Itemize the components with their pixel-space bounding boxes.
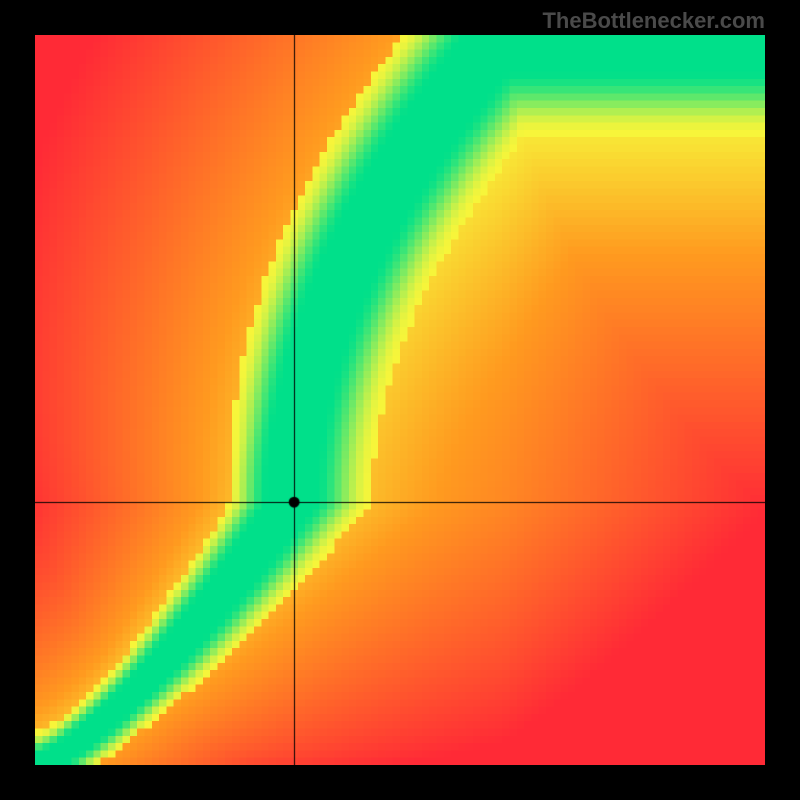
watermark-text: TheBottlenecker.com — [542, 8, 765, 34]
crosshair-overlay — [35, 35, 765, 765]
